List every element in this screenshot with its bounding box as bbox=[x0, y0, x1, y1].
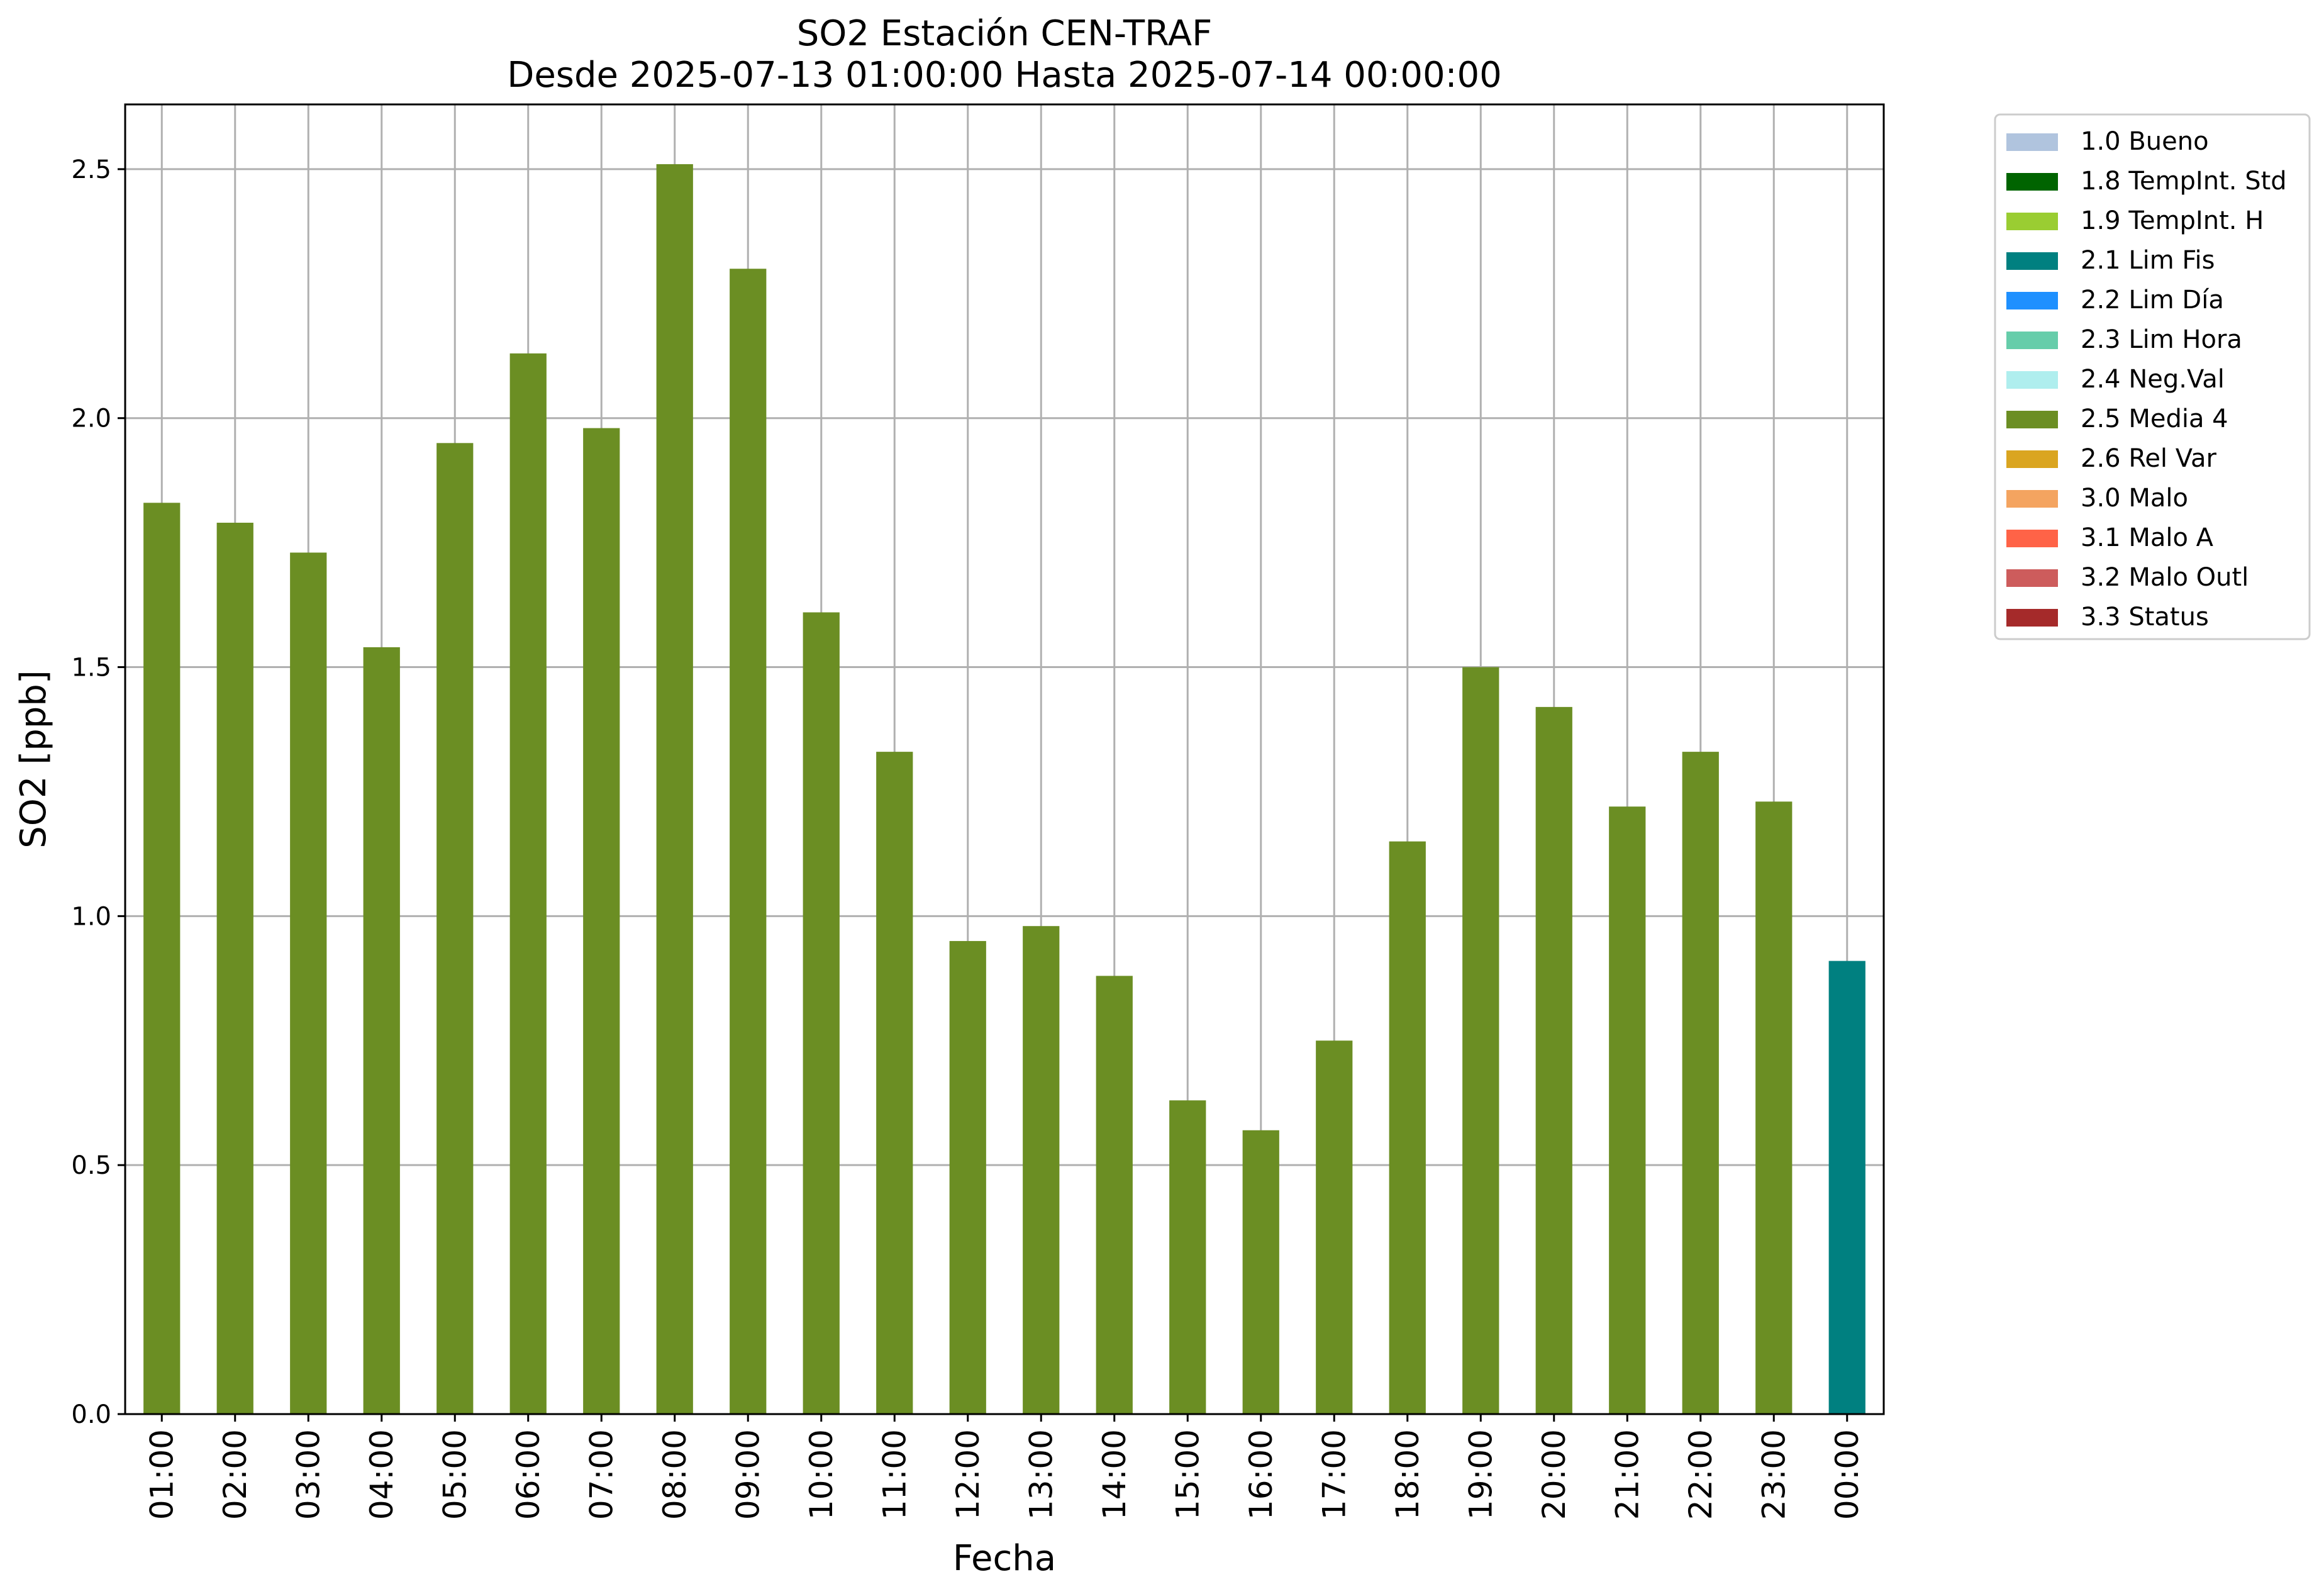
legend-swatch bbox=[2006, 371, 2058, 389]
legend-label: 3.1 Malo A bbox=[2081, 523, 2214, 552]
bar-1200 bbox=[949, 940, 986, 1414]
legend: 1.0 Bueno 1.8 TempInt. Std 1.9 TempInt. H 2… bbox=[1994, 113, 2311, 640]
x-tick-label: 15:00 bbox=[1169, 1429, 1206, 1520]
legend-swatch bbox=[2006, 213, 2058, 230]
bar-0100 bbox=[143, 503, 181, 1414]
x-axis-ticks: 01:00 02:00 03:00 04:00 05:00 06:00 07:00 08:00… bbox=[143, 1414, 1865, 1520]
plot-frame bbox=[124, 103, 1885, 1415]
legend-label: 3.3 Status bbox=[2081, 603, 2209, 632]
legend-label: 2.2 Lim Día bbox=[2081, 286, 2224, 315]
x-tick-label: 21:00 bbox=[1609, 1429, 1645, 1520]
bar-1900 bbox=[1462, 667, 1499, 1414]
y-tick-label: 0.5 bbox=[71, 1151, 111, 1180]
legend-label: 1.8 TempInt. Std bbox=[2081, 167, 2287, 196]
legend-swatch bbox=[2006, 530, 2058, 547]
legend-label: 3.2 Malo Outl bbox=[2081, 563, 2249, 592]
x-tick-label: 22:00 bbox=[1682, 1429, 1719, 1520]
bar-1800 bbox=[1389, 841, 1426, 1414]
x-tick-label: 12:00 bbox=[950, 1429, 986, 1520]
x-tick-label: 06:00 bbox=[510, 1429, 547, 1520]
y-tick-label: 0.0 bbox=[71, 1400, 111, 1429]
y-tick-label: 1.5 bbox=[71, 654, 111, 683]
legend-label: 2.3 Lim Hora bbox=[2081, 325, 2242, 354]
bar-0500 bbox=[436, 443, 474, 1414]
legend-swatch bbox=[2006, 133, 2058, 151]
x-tick-label: 03:00 bbox=[290, 1429, 326, 1520]
bars bbox=[143, 164, 1865, 1415]
bar-2200 bbox=[1682, 752, 1719, 1414]
x-tick-label: 11:00 bbox=[876, 1429, 913, 1520]
bar-2300 bbox=[1755, 801, 1793, 1414]
x-tick-label: 04:00 bbox=[364, 1429, 400, 1520]
x-tick-label: 19:00 bbox=[1462, 1429, 1499, 1520]
bar-1600 bbox=[1242, 1130, 1279, 1414]
x-tick-label: 20:00 bbox=[1536, 1429, 1572, 1520]
bar-1300 bbox=[1023, 926, 1060, 1414]
x-tick-label: 16:00 bbox=[1243, 1429, 1279, 1520]
bar-1400 bbox=[1096, 976, 1133, 1414]
bar-1500 bbox=[1169, 1100, 1206, 1414]
x-tick-label: 13:00 bbox=[1023, 1429, 1059, 1520]
x-tick-label: 01:00 bbox=[143, 1429, 180, 1520]
bar-2000 bbox=[1535, 706, 1572, 1414]
legend-swatch bbox=[2006, 332, 2058, 349]
y-axis-ticks: 0.0 0.5 1.0 1.5 2.0 2.5 bbox=[71, 155, 125, 1429]
bar-0700 bbox=[583, 428, 620, 1414]
bar-0900 bbox=[730, 269, 767, 1415]
legend-swatch bbox=[2006, 411, 2058, 428]
legend-swatch bbox=[2006, 490, 2058, 508]
legend-swatch bbox=[2006, 569, 2058, 587]
chart-subtitle: Desde 2025-07-13 01:00:00 Hasta 2025-07-… bbox=[507, 55, 1502, 96]
bar-0800 bbox=[656, 164, 693, 1414]
chart-title: SO2 Estación CEN-TRAF bbox=[797, 13, 1213, 54]
x-tick-label: 09:00 bbox=[730, 1429, 766, 1520]
legend-label: 2.4 Neg.Val bbox=[2081, 365, 2225, 394]
x-tick-label: 05:00 bbox=[436, 1429, 473, 1520]
legend-swatch bbox=[2006, 252, 2058, 270]
x-tick-label: 07:00 bbox=[583, 1429, 620, 1520]
bar-0600 bbox=[509, 353, 547, 1414]
legend-label: 1.0 Bueno bbox=[2081, 127, 2209, 156]
x-tick-label: 00:00 bbox=[1829, 1429, 1865, 1520]
bar-2100 bbox=[1609, 806, 1646, 1414]
bar-0300 bbox=[290, 552, 327, 1415]
legend-label: 2.5 Media 4 bbox=[2081, 404, 2228, 433]
x-tick-label: 23:00 bbox=[1755, 1429, 1792, 1520]
legend-label: 1.9 TempInt. H bbox=[2081, 206, 2264, 235]
y-tick-label: 1.0 bbox=[71, 902, 111, 931]
x-tick-label: 18:00 bbox=[1389, 1429, 1426, 1520]
legend-frame bbox=[1994, 113, 2311, 640]
y-tick-label: 2.0 bbox=[71, 404, 111, 433]
y-tick-label: 2.5 bbox=[71, 155, 111, 184]
y-axis-title: SO2 [ppb] bbox=[13, 670, 54, 848]
legend-swatch bbox=[2006, 292, 2058, 309]
legend-swatch bbox=[2006, 609, 2058, 627]
x-axis-title: Fecha bbox=[953, 1538, 1056, 1579]
legend-swatch bbox=[2006, 450, 2058, 468]
legend-label: 2.1 Lim Fis bbox=[2081, 246, 2215, 275]
bar-1000 bbox=[803, 612, 840, 1414]
x-tick-label: 14:00 bbox=[1096, 1429, 1133, 1520]
x-tick-label: 02:00 bbox=[217, 1429, 253, 1520]
bar-0200 bbox=[216, 522, 253, 1414]
x-tick-label: 17:00 bbox=[1316, 1429, 1352, 1520]
x-tick-label: 08:00 bbox=[657, 1429, 693, 1520]
legend-label: 3.0 Malo bbox=[2081, 484, 2188, 513]
bar-0000 bbox=[1828, 961, 1865, 1414]
legend-label: 2.6 Rel Var bbox=[2081, 444, 2217, 473]
legend-swatch bbox=[2006, 173, 2058, 191]
x-tick-label: 10:00 bbox=[803, 1429, 840, 1520]
bar-1100 bbox=[876, 752, 913, 1414]
bar-1700 bbox=[1316, 1040, 1353, 1414]
bar-0400 bbox=[363, 647, 400, 1414]
